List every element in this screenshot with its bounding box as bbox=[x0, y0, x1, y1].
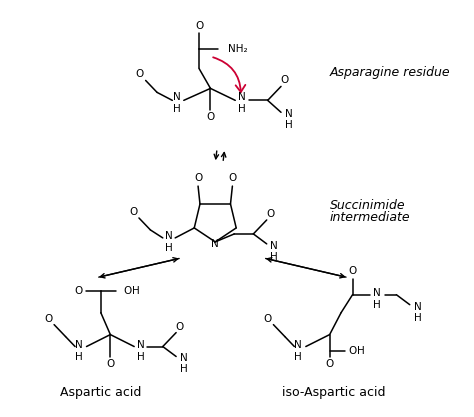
Text: H: H bbox=[132, 286, 140, 296]
Text: O: O bbox=[326, 359, 334, 369]
Text: O: O bbox=[281, 75, 289, 85]
Text: N: N bbox=[413, 301, 421, 311]
Text: O: O bbox=[75, 286, 83, 296]
Text: H: H bbox=[137, 352, 145, 362]
Text: N: N bbox=[173, 93, 181, 102]
Text: H: H bbox=[180, 364, 188, 374]
Text: H: H bbox=[238, 104, 246, 114]
Text: Aspartic acid: Aspartic acid bbox=[60, 386, 141, 399]
Text: N: N bbox=[211, 239, 219, 249]
Text: H: H bbox=[413, 313, 421, 323]
Text: intermediate: intermediate bbox=[329, 211, 410, 224]
Text: O: O bbox=[264, 314, 272, 324]
Text: N: N bbox=[271, 241, 278, 251]
Text: Succinimide: Succinimide bbox=[329, 198, 405, 211]
Text: N: N bbox=[164, 231, 173, 241]
Text: H: H bbox=[164, 243, 173, 253]
Text: NH₂: NH₂ bbox=[228, 43, 247, 53]
Text: O: O bbox=[206, 112, 215, 122]
Text: H: H bbox=[271, 252, 278, 262]
Text: O: O bbox=[124, 286, 132, 296]
Text: O: O bbox=[136, 70, 144, 80]
Text: iso-Aspartic acid: iso-Aspartic acid bbox=[282, 386, 385, 399]
Text: N: N bbox=[75, 339, 83, 349]
FancyArrowPatch shape bbox=[213, 57, 246, 92]
Text: H: H bbox=[294, 352, 302, 362]
Text: O: O bbox=[195, 20, 203, 30]
Text: H: H bbox=[75, 352, 83, 362]
Text: N: N bbox=[285, 109, 292, 119]
Text: N: N bbox=[294, 339, 302, 349]
Text: N: N bbox=[137, 339, 145, 349]
Text: O: O bbox=[228, 173, 237, 183]
Text: O: O bbox=[44, 314, 53, 324]
Text: Asparagine residue: Asparagine residue bbox=[329, 66, 450, 79]
Text: O: O bbox=[194, 173, 202, 183]
Text: O: O bbox=[176, 322, 184, 332]
Text: H: H bbox=[173, 104, 181, 114]
Text: O: O bbox=[266, 209, 274, 219]
Text: H: H bbox=[357, 346, 365, 356]
Text: N: N bbox=[238, 93, 246, 102]
Text: O: O bbox=[348, 346, 356, 356]
Text: O: O bbox=[129, 207, 137, 217]
Text: H: H bbox=[374, 300, 381, 310]
Text: H: H bbox=[285, 120, 292, 130]
Text: N: N bbox=[374, 288, 381, 298]
Text: O: O bbox=[106, 359, 115, 369]
Text: O: O bbox=[348, 266, 356, 276]
Text: N: N bbox=[180, 354, 188, 364]
